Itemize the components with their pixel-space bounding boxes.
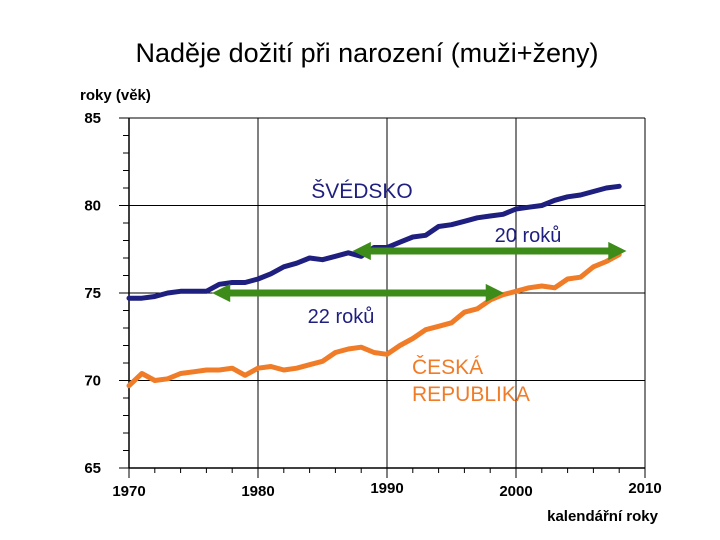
y-axis-label: roky (věk) xyxy=(80,87,151,104)
x-tick-label-1990: 1990 xyxy=(370,480,403,497)
series-line-czech-republic xyxy=(126,252,622,389)
label-czech-line1: ČESKÁ xyxy=(412,356,483,379)
chart-title: Naděje dožití při narození (muži+ženy) xyxy=(136,38,599,68)
y-tick-label-75: 75 xyxy=(84,285,101,302)
label-czech-line2: REPUBLIKA xyxy=(412,383,530,406)
x-tick-label-1980: 1980 xyxy=(241,483,274,500)
x-axis-label: kalendářní roky xyxy=(547,508,659,525)
axes xyxy=(119,117,646,478)
x-tick-label-2010: 2010 xyxy=(628,480,661,497)
series-lines xyxy=(126,183,622,389)
annotations: ŠVÉDSKO 20 roků 22 roků ČESKÁ REPUBLIKA xyxy=(212,180,627,406)
y-tick-label-70: 70 xyxy=(84,373,101,390)
tick-labels: 65 70 75 80 85 1970 1980 1990 2000 2010 xyxy=(84,110,661,500)
label-sweden: ŠVÉDSKO xyxy=(311,180,413,203)
x-tick-label-1970: 1970 xyxy=(112,483,145,500)
label-20-years: 20 roků xyxy=(495,225,562,247)
y-tick-label-80: 80 xyxy=(84,198,101,215)
y-tick-label-85: 85 xyxy=(84,110,101,127)
y-tick-label-65: 65 xyxy=(84,460,101,477)
x-tick-label-2000: 2000 xyxy=(499,483,532,500)
label-22-years: 22 roků xyxy=(308,306,375,328)
